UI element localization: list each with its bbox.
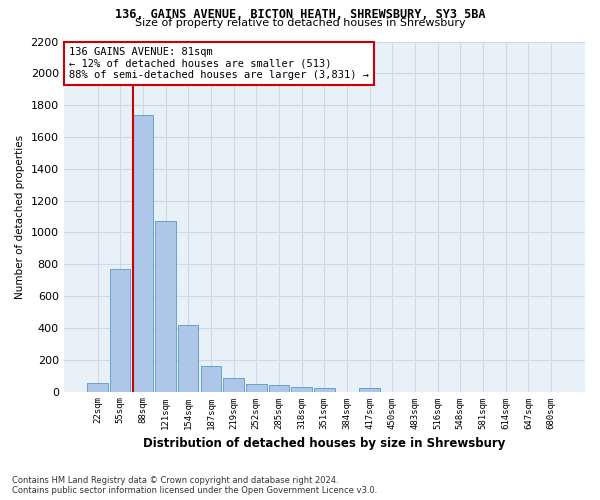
Text: 136, GAINS AVENUE, BICTON HEATH, SHREWSBURY, SY3 5BA: 136, GAINS AVENUE, BICTON HEATH, SHREWSB… (115, 8, 485, 20)
Bar (133, 114, 153, 392)
Bar (269, 385, 289, 392)
Y-axis label: Number of detached properties: Number of detached properties (15, 134, 25, 298)
Text: Size of property relative to detached houses in Shrewsbury: Size of property relative to detached ho… (134, 18, 466, 28)
Bar (246, 384, 266, 392)
Bar (110, 269, 130, 392)
Bar (292, 387, 312, 392)
Bar (223, 378, 244, 392)
Bar (314, 388, 335, 392)
Bar (178, 324, 199, 392)
Bar (88, 383, 108, 392)
X-axis label: Distribution of detached houses by size in Shrewsbury: Distribution of detached houses by size … (143, 437, 506, 450)
Bar (155, 222, 176, 392)
Text: Contains HM Land Registry data © Crown copyright and database right 2024.
Contai: Contains HM Land Registry data © Crown c… (12, 476, 377, 495)
Text: 136 GAINS AVENUE: 81sqm
← 12% of detached houses are smaller (513)
88% of semi-d: 136 GAINS AVENUE: 81sqm ← 12% of detache… (69, 47, 369, 80)
Bar (201, 366, 221, 392)
Bar (359, 388, 380, 392)
